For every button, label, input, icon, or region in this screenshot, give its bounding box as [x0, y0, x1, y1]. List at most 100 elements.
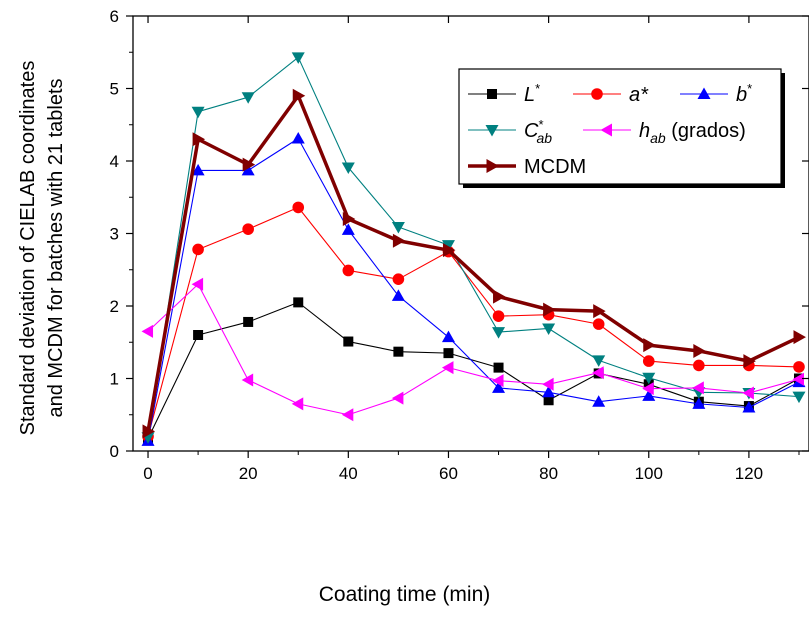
series-line	[147, 206, 800, 437]
data-point	[642, 355, 655, 367]
data-point	[241, 163, 255, 176]
legend-label: L*	[524, 81, 540, 106]
y-tick-label: 1	[110, 370, 119, 389]
data-point	[792, 391, 806, 404]
legend-item-2: b*	[680, 81, 752, 106]
x-tick-label: 80	[539, 464, 558, 483]
legend-label-main: b	[736, 84, 747, 106]
data-point	[393, 346, 404, 357]
data-point	[342, 212, 356, 226]
y-tick-label: 3	[110, 225, 119, 244]
legend-label: hab (grados)	[639, 120, 746, 146]
series-0	[143, 297, 804, 444]
data-point	[693, 359, 705, 372]
data-point	[341, 408, 354, 422]
data-point	[242, 157, 256, 172]
data-point	[141, 324, 154, 338]
series-layer	[141, 52, 806, 446]
legend-item-0: L*	[468, 81, 540, 106]
series-line	[146, 94, 800, 432]
data-point	[542, 385, 556, 398]
x-tick-label: 60	[439, 464, 458, 483]
data-point	[492, 381, 506, 393]
legend-label-sup: *	[535, 81, 540, 96]
data-point	[793, 361, 805, 373]
data-point	[291, 52, 305, 64]
y-axis-title-line1: Standard deviation of CIELAB coordinates	[17, 61, 39, 436]
data-point	[241, 92, 255, 104]
y-tick-label: 0	[110, 442, 119, 461]
axes: 0 20 40 60 80 100 120 0 1 2 3 4 5 6	[110, 7, 809, 483]
data-point	[793, 330, 806, 345]
x-tick-label: 120	[735, 464, 763, 483]
data-point	[443, 348, 454, 359]
data-point	[592, 355, 606, 367]
data-point	[441, 330, 455, 343]
data-point	[241, 373, 254, 387]
data-point	[392, 233, 406, 248]
y-axis-title: Standard deviation of CIELAB coordinates…	[8, 0, 68, 460]
data-point	[592, 395, 606, 407]
legend-item-4: hab (grados)	[583, 120, 746, 146]
data-point	[441, 240, 455, 252]
y-tick-label: 6	[110, 7, 119, 26]
data-point	[391, 391, 404, 405]
data-point	[192, 243, 204, 256]
data-point	[292, 88, 306, 103]
data-point	[492, 310, 505, 322]
legend-label-sup: *	[747, 81, 752, 96]
legend-label: MCDM	[524, 156, 586, 178]
data-point	[342, 264, 355, 277]
y-axis-title-line2: and MCDM for batches with 21 tablets	[45, 78, 67, 417]
data-point	[592, 366, 604, 380]
data-point	[643, 379, 654, 390]
legend-marker	[487, 89, 497, 99]
x-axis-title: Coating time (min)	[318, 583, 491, 606]
series-line	[147, 283, 800, 416]
series-line	[147, 137, 800, 441]
data-point	[542, 323, 556, 335]
data-point	[193, 330, 204, 340]
data-point	[391, 289, 405, 301]
legend-label-main: h	[639, 120, 650, 142]
data-point	[242, 223, 254, 235]
data-point	[442, 243, 456, 258]
data-point	[543, 302, 556, 317]
data-point	[293, 297, 304, 308]
data-point	[392, 273, 405, 285]
data-point	[243, 316, 254, 327]
data-point	[592, 318, 605, 330]
data-point	[493, 289, 506, 304]
y-tick-label: 5	[110, 80, 119, 99]
legend-marker	[697, 87, 711, 99]
data-point	[493, 362, 504, 373]
data-point	[642, 372, 656, 385]
legend: L* a* b*C* ab hab (grados)MCDM	[458, 68, 785, 188]
legend-marker	[486, 159, 499, 173]
x-tick-label: 0	[143, 464, 152, 483]
data-point	[191, 277, 204, 291]
legend-label-sup: *	[538, 117, 543, 132]
series-5	[142, 88, 806, 439]
legend-item-1: a*	[573, 84, 649, 106]
series-1	[142, 201, 805, 443]
data-point	[593, 304, 606, 319]
data-point	[543, 395, 554, 406]
series-line	[147, 301, 800, 439]
data-point	[492, 374, 504, 388]
data-point	[642, 382, 654, 396]
data-point	[291, 132, 305, 144]
legend-label: a*	[629, 84, 649, 106]
legend-item-5: MCDM	[468, 156, 586, 178]
legend-label-main: C	[524, 120, 539, 142]
series-4	[141, 277, 804, 422]
legend-label-sub: ab	[650, 130, 666, 146]
data-point	[391, 221, 405, 234]
legend-label-suffix: (grados)	[666, 120, 746, 142]
data-point	[742, 386, 754, 400]
data-point	[792, 372, 804, 386]
data-point	[742, 401, 756, 413]
series-line	[147, 56, 800, 438]
data-point	[291, 397, 304, 411]
